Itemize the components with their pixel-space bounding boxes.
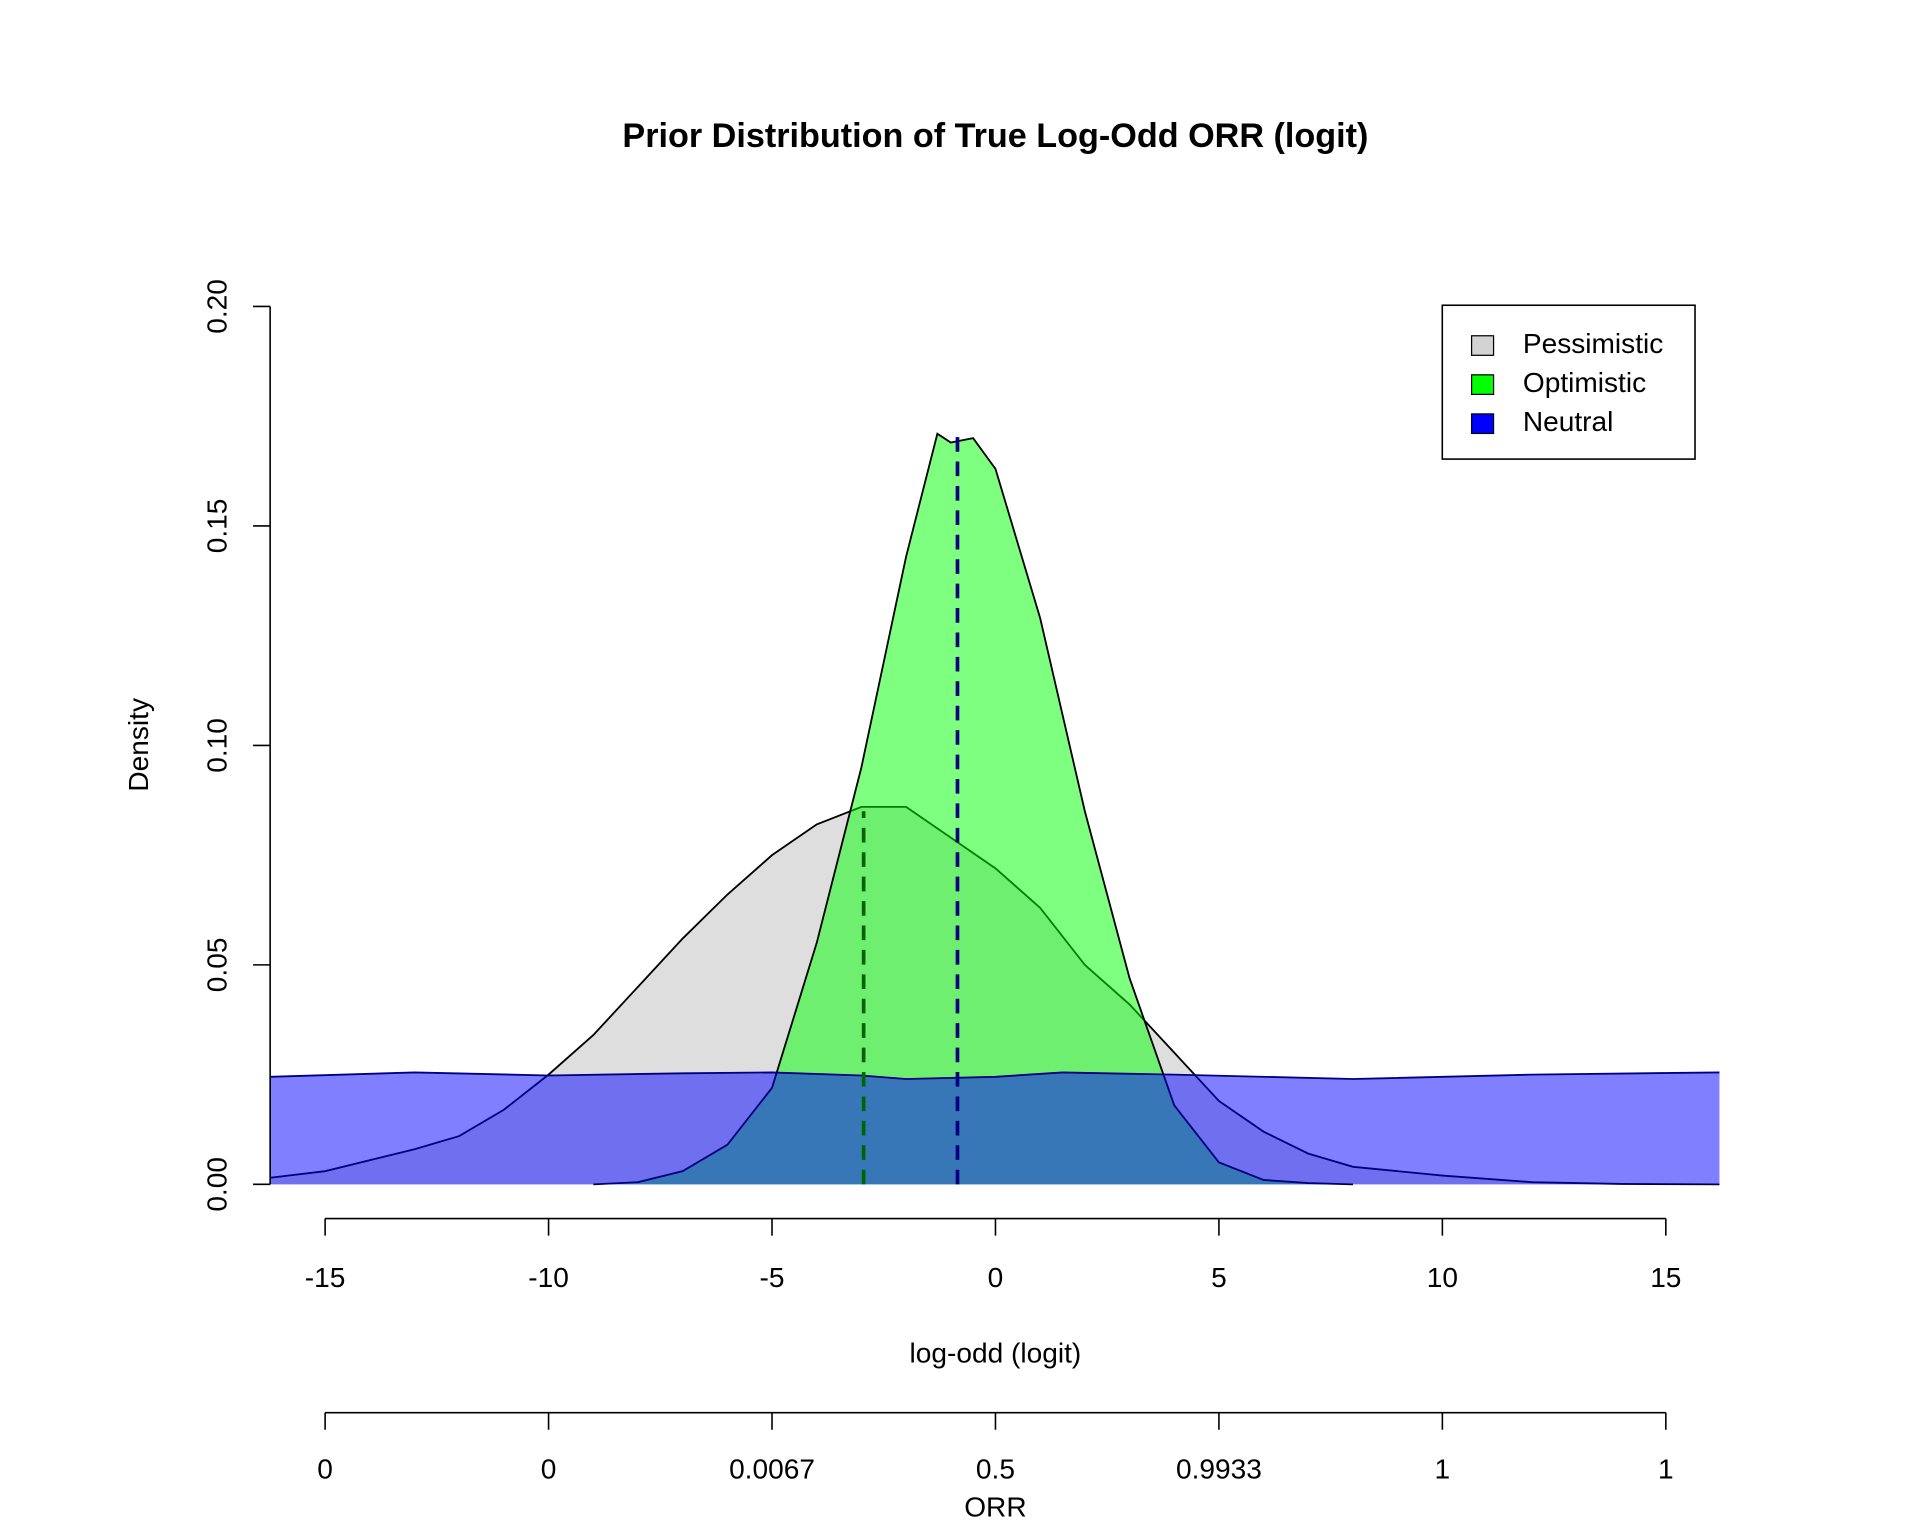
x-tick-label: 15 <box>1650 1262 1681 1293</box>
y-tick-label: 0.00 <box>201 1157 232 1212</box>
x-tick-label: -10 <box>528 1262 569 1293</box>
legend-swatch <box>1470 335 1495 356</box>
chart-title: Prior Distribution of True Log-Odd ORR (… <box>622 117 1368 155</box>
y-axis-title: Density <box>123 698 154 792</box>
x2-tick-label: 1 <box>1658 1454 1674 1485</box>
legend-label: Neutral <box>1523 406 1614 437</box>
y-tick-label: 0.05 <box>201 938 232 993</box>
legend-swatch <box>1470 413 1495 435</box>
x2-tick-label: 0 <box>541 1454 557 1485</box>
x2-tick-label: 0.0067 <box>729 1454 815 1485</box>
density-area <box>593 433 1353 1185</box>
x-tick-label: -5 <box>760 1262 785 1293</box>
legend-swatch <box>1470 374 1495 395</box>
legend-label: Pessimistic <box>1523 328 1663 359</box>
x-tick-label: -15 <box>305 1262 346 1293</box>
x2-tick-label: 0.5 <box>976 1454 1015 1485</box>
x2-axis-title: ORR <box>964 1492 1026 1523</box>
x-tick-label: 5 <box>1211 1262 1227 1293</box>
legend-label: Optimistic <box>1523 367 1646 398</box>
x2-tick-label: 0 <box>317 1454 333 1485</box>
x-tick-label: 10 <box>1427 1262 1458 1293</box>
density-area <box>270 1072 1720 1185</box>
x-tick-label: 0 <box>988 1262 1004 1293</box>
density-line <box>270 1071 1720 1080</box>
x-axis-title: log-odd (logit) <box>910 1338 1082 1369</box>
x2-tick-label: 0.9933 <box>1176 1454 1262 1485</box>
x2-tick-label: 1 <box>1435 1454 1451 1485</box>
y-tick-label: 0.20 <box>201 279 232 334</box>
y-tick-label: 0.10 <box>201 718 232 773</box>
y-tick-label: 0.15 <box>201 499 232 554</box>
